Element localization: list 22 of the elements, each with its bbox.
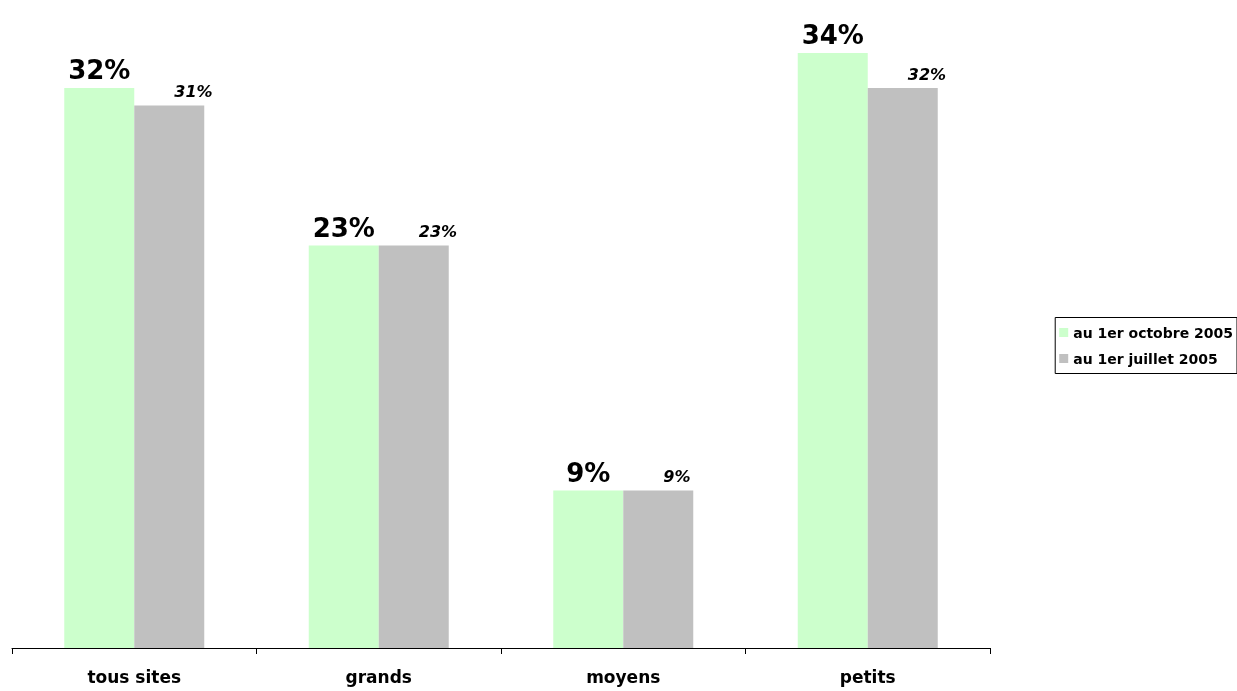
data-label: 23%	[418, 222, 458, 241]
data-label: 9%	[663, 467, 691, 486]
x-tick-label: moyens	[586, 666, 661, 687]
bar	[867, 88, 938, 648]
data-label: 32%	[68, 55, 131, 85]
legend-label: au 1er octobre 2005	[1073, 324, 1234, 341]
data-label: 9%	[566, 457, 611, 488]
bar	[134, 105, 205, 648]
bar	[797, 53, 868, 648]
bar	[64, 88, 135, 648]
x-tick-label: tous sites	[87, 666, 182, 687]
bar	[553, 490, 624, 648]
legend-label: au 1er juillet 2005	[1073, 350, 1218, 367]
bar	[378, 245, 449, 648]
data-label: 31%	[174, 82, 213, 101]
data-label: 32%	[907, 64, 947, 84]
x-tick-label: grands	[345, 666, 412, 687]
data-label: 34%	[801, 20, 864, 50]
bar	[623, 490, 694, 648]
bar	[308, 245, 379, 648]
x-tick-label: petits	[839, 666, 896, 687]
data-label: 23%	[312, 212, 375, 243]
